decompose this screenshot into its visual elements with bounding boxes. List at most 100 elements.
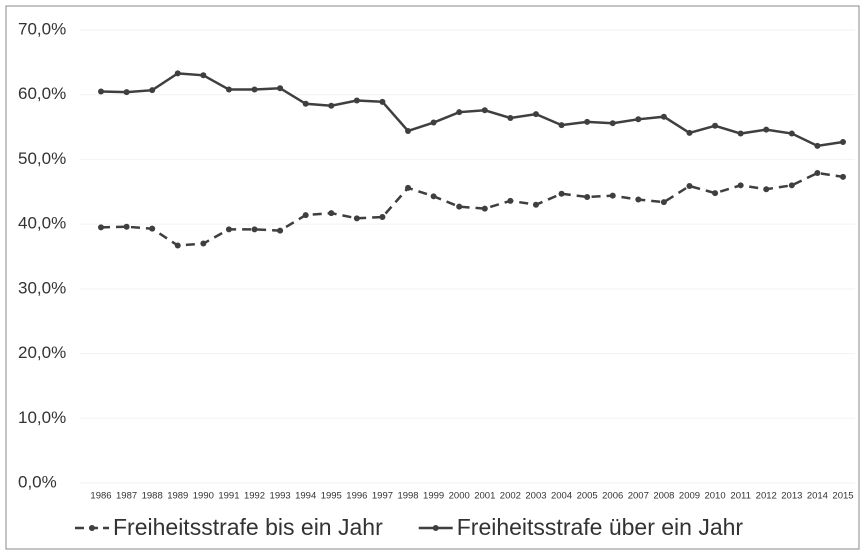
x-tick-label: 1988 — [142, 491, 163, 502]
x-tick-label: 1992 — [244, 491, 265, 502]
point — [405, 127, 412, 134]
point — [609, 192, 616, 199]
series-line — [100, 72, 844, 148]
point — [840, 173, 846, 180]
point — [481, 107, 488, 114]
point — [123, 89, 130, 96]
point — [302, 100, 309, 107]
point — [737, 130, 744, 137]
x-tick-label: 2012 — [756, 491, 777, 502]
point — [814, 142, 821, 149]
legend-marker — [89, 525, 95, 531]
legend-label: Freiheitsstrafe über ein Jahr — [457, 514, 744, 540]
x-tick-label: 2003 — [525, 491, 546, 502]
x-tick-label: 1995 — [321, 491, 342, 502]
point — [123, 223, 130, 230]
point — [814, 170, 821, 177]
point — [430, 193, 437, 200]
x-tick-label: 1997 — [372, 491, 393, 502]
y-tick-label: 70,0% — [18, 19, 66, 38]
x-tick-label: 2014 — [807, 491, 828, 502]
y-tick-label: 30,0% — [18, 278, 66, 297]
point — [200, 240, 207, 247]
point — [660, 113, 667, 120]
y-tick-label: 50,0% — [18, 149, 66, 168]
point — [686, 129, 693, 136]
x-tick-label: 2002 — [500, 491, 521, 502]
point — [584, 193, 591, 200]
x-tick-label: 2006 — [602, 491, 623, 502]
x-tick-label: 1990 — [193, 491, 214, 502]
x-tick-label: 2004 — [551, 491, 572, 502]
point — [712, 190, 719, 197]
point — [635, 196, 642, 203]
x-tick-label: 1986 — [90, 491, 111, 502]
x-tick-label: 1993 — [270, 491, 291, 502]
x-tick-label: 2009 — [679, 491, 700, 502]
point — [353, 215, 360, 222]
x-tick-label: 2015 — [832, 491, 853, 502]
point — [481, 205, 488, 212]
point — [584, 118, 591, 125]
point — [788, 182, 795, 189]
point — [98, 224, 104, 231]
x-tick-label: 1994 — [295, 491, 316, 502]
x-tick-label: 2007 — [628, 491, 649, 502]
point — [430, 119, 437, 126]
point — [456, 109, 463, 116]
chart-border — [5, 5, 860, 550]
x-tick-label: 1996 — [346, 491, 367, 502]
y-tick-label: 60,0% — [18, 84, 66, 103]
point — [251, 226, 258, 233]
point — [277, 227, 284, 234]
x-tick-label: 2000 — [449, 491, 470, 502]
point — [558, 190, 565, 197]
point — [379, 214, 386, 221]
point — [149, 225, 156, 232]
point — [558, 122, 565, 129]
point — [379, 98, 386, 105]
y-tick-label: 0,0% — [18, 472, 57, 491]
x-tick-label: 2013 — [781, 491, 802, 502]
x-tick-label: 1998 — [397, 491, 418, 502]
point — [763, 186, 770, 193]
point — [609, 120, 616, 127]
y-tick-label: 10,0% — [18, 408, 66, 427]
y-tick-label: 40,0% — [18, 214, 66, 233]
point — [200, 72, 207, 79]
point — [712, 122, 719, 129]
point — [660, 199, 667, 206]
point — [353, 97, 360, 104]
x-tick-label: 2011 — [730, 491, 750, 502]
x-tick-label: 1989 — [167, 491, 188, 502]
x-tick-label: 1991 — [218, 491, 239, 502]
point — [149, 87, 156, 94]
point — [225, 226, 232, 233]
point — [328, 102, 335, 109]
x-tick-label: 2001 — [474, 491, 495, 502]
point — [763, 126, 770, 133]
point — [277, 85, 284, 92]
point — [174, 242, 181, 249]
point — [507, 197, 514, 204]
point — [251, 86, 258, 93]
point — [532, 201, 539, 208]
point — [405, 184, 412, 191]
point — [328, 210, 335, 217]
x-tick-label: 1999 — [423, 491, 444, 502]
point — [532, 111, 539, 118]
x-tick-label: 2008 — [653, 491, 674, 502]
point — [225, 86, 232, 93]
legend-marker — [432, 525, 439, 531]
point — [686, 182, 693, 189]
point — [302, 212, 309, 219]
x-tick-label: 2005 — [577, 491, 598, 502]
x-tick-label: 2010 — [704, 491, 725, 502]
legend-label: Freiheitsstrafe bis ein Jahr — [113, 514, 383, 540]
point — [507, 115, 514, 122]
point — [737, 182, 744, 189]
point — [635, 116, 642, 123]
point — [174, 70, 181, 77]
x-tick-label: 1987 — [116, 491, 137, 502]
